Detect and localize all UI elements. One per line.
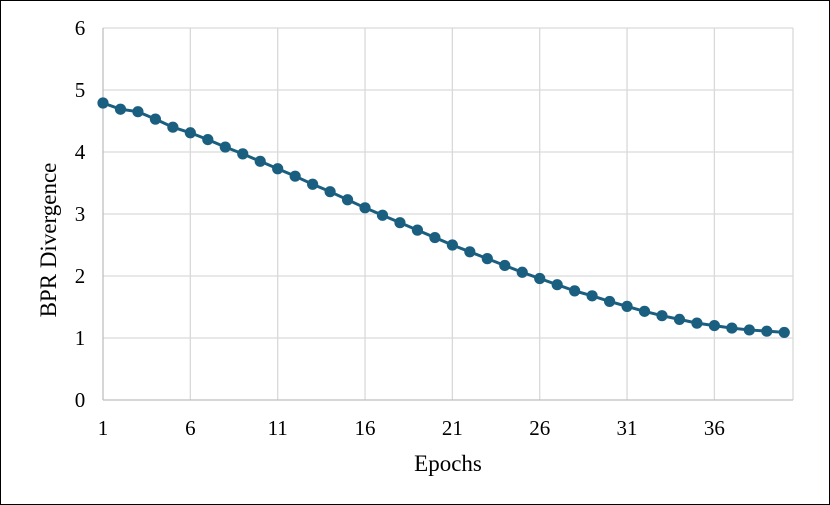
x-axis-title: Epochs — [414, 451, 482, 476]
data-point — [743, 324, 755, 336]
data-point — [394, 217, 406, 229]
data-point — [237, 148, 249, 160]
data-point — [673, 313, 686, 325]
data-point — [516, 266, 528, 278]
x-tick-label: 26 — [529, 416, 550, 440]
data-point — [691, 317, 703, 329]
y-tick-labels: 0 1 2 3 4 5 6 — [75, 16, 86, 412]
data-point — [429, 231, 441, 244]
y-tick-label: 3 — [75, 202, 86, 226]
data-point — [586, 290, 598, 302]
y-tick-label: 2 — [75, 264, 86, 288]
data-point — [638, 305, 651, 317]
data-point — [534, 272, 546, 285]
y-axis-title: BPR Divergence — [36, 163, 61, 318]
data-point — [341, 194, 354, 206]
data-point — [167, 121, 179, 133]
y-tick-label: 6 — [75, 16, 86, 40]
data-point — [359, 202, 371, 214]
data-point — [307, 178, 319, 190]
data-point — [114, 103, 127, 115]
data-point — [132, 106, 144, 118]
data-point — [551, 279, 563, 291]
data-point — [446, 239, 458, 251]
data-point — [97, 97, 109, 109]
data-point — [464, 246, 476, 258]
data-point — [569, 285, 581, 297]
y-tick-label: 0 — [75, 388, 86, 412]
y-tick-label: 5 — [75, 78, 86, 102]
x-tick-labels: 1 6 11 16 21 26 31 36 — [98, 416, 725, 440]
x-tick-label: 36 — [704, 416, 725, 440]
data-point — [254, 155, 266, 167]
data-point — [621, 300, 633, 312]
data-point — [289, 170, 301, 182]
data-point — [708, 320, 720, 332]
y-tick-label: 1 — [75, 326, 86, 350]
data-point — [376, 209, 389, 221]
x-tick-label: 16 — [355, 416, 376, 440]
data-point — [499, 259, 511, 272]
x-tick-label: 1 — [98, 416, 109, 440]
x-tick-label: 11 — [268, 416, 288, 440]
data-point — [272, 163, 284, 175]
x-tick-label: 6 — [185, 416, 196, 440]
y-tick-label: 4 — [75, 140, 86, 164]
data-point — [411, 224, 424, 236]
data-point — [184, 127, 196, 139]
data-point — [778, 326, 790, 339]
series-line — [102, 101, 785, 334]
data-point — [481, 253, 493, 265]
data-point — [149, 113, 162, 125]
data-series — [97, 97, 790, 339]
data-point — [202, 134, 214, 146]
data-point — [219, 141, 231, 153]
axes — [102, 28, 793, 401]
data-point — [603, 295, 616, 308]
x-tick-label: 21 — [442, 416, 463, 440]
data-point — [656, 310, 668, 322]
x-tick-label: 31 — [617, 416, 638, 440]
grid-lines — [103, 27, 794, 400]
data-point — [726, 322, 738, 334]
data-point — [324, 186, 336, 198]
data-point — [761, 325, 773, 337]
